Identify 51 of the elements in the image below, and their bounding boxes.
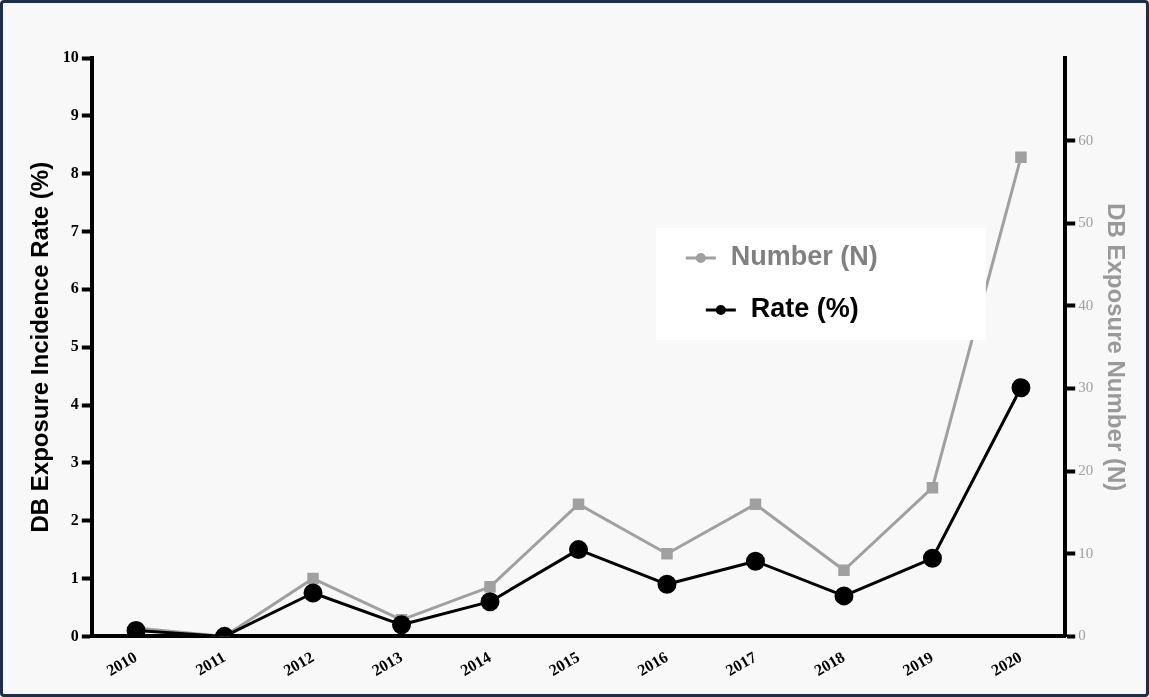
point <box>303 583 323 603</box>
x-tick-label: 2013 <box>368 648 406 679</box>
x-tick-label: 2020 <box>988 648 1025 679</box>
y-tick-label: 8 <box>70 163 79 181</box>
point <box>922 548 942 568</box>
x-tick-label: 2018 <box>811 648 848 679</box>
y2-tick-label: 10 <box>1078 544 1094 561</box>
point <box>569 540 588 560</box>
x-tick-label: 2019 <box>899 648 937 679</box>
y-tick-label: 2 <box>70 510 79 528</box>
point <box>926 481 939 494</box>
y2-tick-label: 0 <box>1078 627 1086 644</box>
x-tick-label: 2010 <box>103 648 140 679</box>
point <box>657 574 677 594</box>
point <box>1011 378 1031 398</box>
x-tick-label: 2011 <box>192 648 229 679</box>
x-tick-label: 2016 <box>634 648 671 679</box>
x-tick-label: 2014 <box>457 648 494 679</box>
y2-tick-label: 50 <box>1078 214 1094 231</box>
point <box>126 621 146 637</box>
x-tick-label: 2017 <box>722 648 760 679</box>
point <box>661 548 673 560</box>
legend-label: Number (N) <box>730 241 878 272</box>
point <box>1015 151 1027 163</box>
y-tick-label: 4 <box>70 395 79 413</box>
point <box>392 615 412 635</box>
y2-tick-label: 60 <box>1078 131 1094 148</box>
point <box>838 564 850 577</box>
point <box>307 572 319 585</box>
y-tick-label: 5 <box>70 337 79 355</box>
point <box>484 581 496 593</box>
legend-label: Rate (%) <box>750 293 859 324</box>
y-tick-label: 9 <box>70 105 79 123</box>
x-tick-label: 2015 <box>545 648 583 679</box>
point <box>572 498 585 510</box>
point <box>745 551 765 571</box>
y2-tick-label: 40 <box>1078 296 1094 313</box>
y-tick-label: 10 <box>62 48 79 66</box>
y-axis-title: DB Exposure Incidence Rate (%) <box>26 161 54 533</box>
y2-axis-title: DB Exposure Number (N) <box>1102 203 1130 492</box>
point <box>834 586 854 606</box>
y-tick-label: 6 <box>70 279 79 297</box>
y2-tick-label: 20 <box>1078 462 1094 479</box>
y-tick-label: 3 <box>70 453 79 470</box>
point <box>480 592 500 612</box>
x-tick-label: 2012 <box>280 648 317 679</box>
y-tick-label: 1 <box>70 568 79 586</box>
y2-tick-label: 30 <box>1078 379 1094 396</box>
y-tick-label: 7 <box>70 221 79 239</box>
y-tick-label: 0 <box>70 626 79 644</box>
point <box>749 498 762 510</box>
